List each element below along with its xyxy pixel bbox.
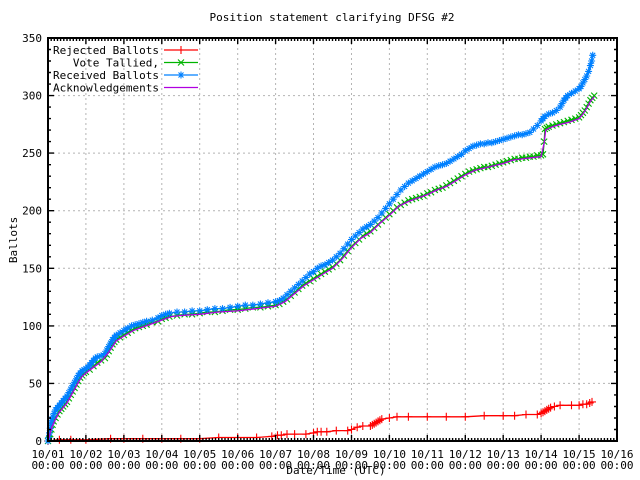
- x-tick-label: 10/07: [259, 448, 292, 461]
- x-tick-label: 10/10: [373, 448, 406, 461]
- x-tick-sublabel: 00:00: [449, 459, 482, 472]
- legend-label: Rejected Ballots: [53, 44, 159, 57]
- x-tick-sublabel: 00:00: [525, 459, 558, 472]
- tick-labels: 10/0100:0010/0200:0010/0300:0010/0400:00…: [22, 32, 633, 472]
- x-tick-sublabel: 00:00: [221, 459, 254, 472]
- legend-marker-sample: [177, 46, 185, 54]
- y-tick-label: 350: [22, 32, 42, 45]
- x-tick-sublabel: 00:00: [297, 459, 330, 472]
- x-tick-sublabel: 00:00: [69, 459, 102, 472]
- x-tick-sublabel: 00:00: [145, 459, 178, 472]
- x-tick-sublabel: 00:00: [259, 459, 292, 472]
- legend-entry-vote-tallied: Vote Tallied,: [73, 57, 198, 70]
- y-tick-label: 150: [22, 262, 42, 275]
- x-tick-sublabel: 00:00: [563, 459, 596, 472]
- x-tick-label: 10/11: [411, 448, 444, 461]
- x-tick-label: 10/14: [525, 448, 558, 461]
- y-tick-label: 200: [22, 205, 42, 218]
- series-received-ballots: [44, 51, 597, 445]
- x-tick-sublabel: 00:00: [487, 459, 520, 472]
- y-axis-label: Ballots: [7, 217, 20, 263]
- x-tick-label: 10/13: [487, 448, 520, 461]
- x-axis-label: Date/Time (UTC): [286, 464, 385, 477]
- x-tick-sublabel: 00:00: [411, 459, 444, 472]
- legend-marker-sample: [177, 59, 185, 66]
- x-tick-label: 10/02: [69, 448, 102, 461]
- x-tick-label: 10/15: [563, 448, 596, 461]
- x-tick-label: 10/16: [600, 448, 633, 461]
- x-tick-sublabel: 00:00: [107, 459, 140, 472]
- y-tick-label: 50: [29, 377, 42, 390]
- legend-entry-received-ballots: Received Ballots: [53, 69, 198, 82]
- x-tick-label: 10/12: [449, 448, 482, 461]
- y-tick-label: 0: [35, 435, 42, 448]
- y-tick-label: 300: [22, 90, 42, 103]
- y-tick-label: 250: [22, 147, 42, 160]
- x-tick-label: 10/08: [297, 448, 330, 461]
- tick-marks: [47, 37, 618, 442]
- x-tick-label: 10/09: [335, 448, 368, 461]
- axes-and-ticks: [47, 37, 618, 442]
- y-tick-label: 100: [22, 320, 42, 333]
- legend-label: Vote Tallied,: [73, 57, 159, 70]
- x-tick-label: 10/03: [107, 448, 140, 461]
- x-tick-sublabel: 00:00: [31, 459, 64, 472]
- chart-title: Position statement clarifying DFSG #2: [209, 11, 454, 24]
- legend-label: Received Ballots: [53, 69, 159, 82]
- series-line: [47, 96, 595, 442]
- legend-entry-rejected-ballots: Rejected Ballots: [53, 44, 198, 57]
- x-tick-sublabel: 00:00: [600, 459, 633, 472]
- x-tick-label: 10/06: [221, 448, 254, 461]
- legend-marker-sample: [177, 71, 185, 79]
- x-tick-label: 10/05: [183, 448, 216, 461]
- x-tick-sublabel: 00:00: [335, 459, 368, 472]
- x-tick-sublabel: 00:00: [373, 459, 406, 472]
- x-tick-label: 10/01: [31, 448, 64, 461]
- legend-entry-acknowledgements: Acknowledgements: [53, 82, 198, 95]
- x-tick-label: 10/04: [145, 448, 178, 461]
- series-acknowledgements: [47, 96, 595, 442]
- legend-label: Acknowledgements: [53, 82, 159, 95]
- x-tick-sublabel: 00:00: [183, 459, 216, 472]
